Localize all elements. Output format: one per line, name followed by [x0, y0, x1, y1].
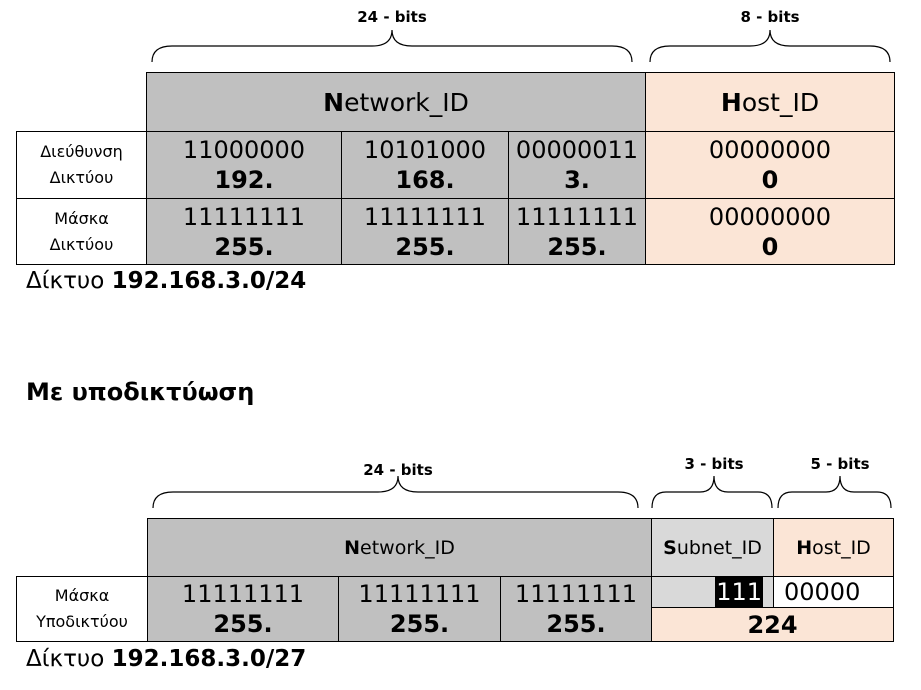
decimal-value: 168.: [395, 166, 455, 194]
brace-top-network: [151, 29, 633, 63]
row-label-network-address: Διεύθυνση Δικτύου: [16, 131, 147, 199]
row-label-network-mask: Μάσκα Δικτύου: [16, 198, 147, 265]
caption-value: 192.168.3.0/27: [111, 646, 307, 672]
brace-label-top-network: 24 - bits: [357, 8, 427, 26]
octet-4-address: 00000000 0: [645, 131, 895, 199]
host-id-header-text: ost_ID: [741, 87, 820, 117]
binary-value: 11111111: [182, 202, 306, 231]
network-id-header-text: etwork_ID: [344, 87, 469, 117]
binary-value: 11111111: [181, 580, 305, 608]
decimal-value: 224: [747, 610, 798, 639]
network-id-header: Network_ID: [146, 72, 646, 132]
brace-bottom-subnet: [651, 475, 773, 509]
brace-top-host: [649, 29, 891, 63]
octet-2-subnet-mask: 11111111 255.: [338, 576, 501, 642]
decimal-value: 0: [761, 166, 779, 194]
network-id-header-initial: N: [323, 87, 345, 117]
octet-1-address: 11000000 192.: [146, 131, 342, 199]
brace-label-bottom-host: 5 - bits: [810, 455, 870, 473]
network-caption-top: Δίκτυο 192.168.3.0/24: [26, 268, 306, 294]
row-label-subnet-mask: Μάσκα Υποδικτύου: [16, 576, 148, 642]
brace-label-bottom-subnet: 3 - bits: [684, 455, 744, 473]
brace-label-bottom-network: 24 - bits: [363, 461, 433, 479]
binary-value: 00000000: [708, 136, 832, 164]
caption-prefix: Δίκτυο: [26, 646, 112, 672]
caption-prefix: Δίκτυο: [26, 268, 112, 294]
network-id-header-bottom: Network_ID: [147, 518, 652, 577]
octet-4-mask: 00000000 0: [645, 198, 895, 265]
octet-3-address: 00000011 3.: [508, 131, 646, 199]
subnet-bits-cell: 111: [651, 576, 774, 608]
row-label-line2: Δικτύου: [49, 234, 114, 254]
binary-value: 11111111: [358, 580, 481, 608]
brace-label-top-host: 8 - bits: [740, 8, 800, 26]
section-title: Με υποδικτύωση: [26, 378, 255, 406]
subnet-bits-value: 111: [715, 577, 763, 607]
binary-value: 10101000: [363, 136, 487, 164]
binary-value: 11111111: [363, 202, 487, 231]
octet-2-address: 10101000 168.: [341, 131, 509, 199]
decimal-value: 255.: [213, 610, 273, 638]
row-label-line2: Δικτύου: [49, 168, 114, 187]
decimal-value: 255.: [214, 232, 274, 261]
decimal-value: 255.: [395, 232, 455, 261]
decimal-value: 192.: [214, 166, 274, 194]
decimal-value: 255.: [389, 610, 450, 638]
network-id-header-text: etwork_ID: [360, 536, 455, 559]
subnet-id-header-initial: S: [663, 536, 677, 559]
decimal-value: 255.: [547, 232, 607, 261]
binary-value: 11111111: [515, 202, 639, 231]
row-label-line1: Διεύθυνση: [40, 142, 123, 161]
brace-bottom-network: [152, 475, 639, 509]
network-id-header-initial: N: [344, 536, 361, 559]
subnet-id-header: Subnet_ID: [651, 518, 774, 577]
decimal-value: 3.: [564, 166, 590, 194]
row-label-line1: Μάσκα: [54, 586, 110, 605]
octet-2-mask: 11111111 255.: [341, 198, 509, 265]
host-id-header: Host_ID: [645, 72, 895, 132]
host-id-header-text: ost_ID: [812, 536, 871, 559]
brace-bottom-host: [777, 475, 892, 509]
octet-1-mask: 11111111 255.: [146, 198, 342, 265]
octet-3-subnet-mask: 11111111 255.: [500, 576, 652, 642]
octet-3-mask: 11111111 255.: [508, 198, 646, 265]
caption-value: 192.168.3.0/24: [111, 268, 307, 294]
binary-value: 00000000: [708, 202, 832, 231]
decimal-value: 255.: [546, 610, 606, 638]
network-caption-bottom: Δίκτυο 192.168.3.0/27: [26, 646, 306, 672]
binary-value: 11000000: [182, 136, 306, 164]
host-bits-value: 00000: [784, 578, 861, 606]
host-id-header-bottom: Host_ID: [773, 518, 894, 577]
subnet-id-header-text: ubnet_ID: [676, 536, 762, 559]
octet-1-subnet-mask: 11111111 255.: [147, 576, 339, 642]
host-id-header-initial: H: [720, 87, 742, 117]
binary-value: 11111111: [514, 580, 638, 608]
octet-4-decimal-cell: 224: [651, 607, 894, 642]
decimal-value: 0: [761, 232, 779, 261]
binary-value: 00000011: [515, 136, 639, 164]
host-bits-cell: 00000: [773, 576, 894, 608]
row-label-line1: Μάσκα: [54, 208, 109, 228]
host-id-header-initial: H: [796, 536, 813, 559]
row-label-line2: Υποδικτύου: [36, 612, 128, 631]
